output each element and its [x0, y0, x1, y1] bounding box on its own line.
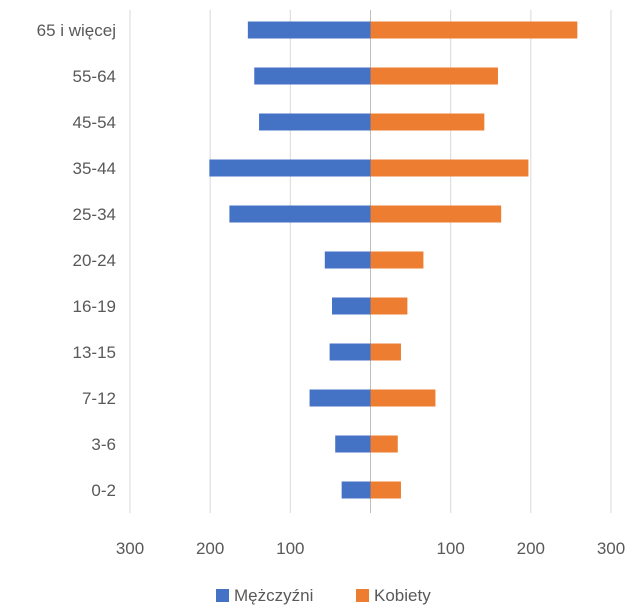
- category-label-0: 65 i więcej: [37, 21, 116, 40]
- category-label-8: 7-12: [82, 389, 116, 408]
- bar-men-2: [259, 113, 371, 131]
- category-label-2: 45-54: [73, 113, 116, 132]
- bar-women-0: [370, 21, 578, 39]
- bar-men-8: [309, 389, 371, 407]
- category-label-4: 25-34: [73, 205, 116, 224]
- bars: [209, 21, 578, 499]
- bar-women-5: [370, 251, 424, 269]
- bar-men-3: [209, 159, 371, 177]
- x-tick-label-2: 100: [276, 539, 304, 558]
- category-label-1: 55-64: [73, 67, 116, 86]
- bar-women-8: [370, 389, 436, 407]
- x-tick-label-0: 300: [116, 539, 144, 558]
- bar-men-7: [329, 343, 371, 361]
- gridlines: [129, 10, 612, 513]
- bar-women-1: [370, 67, 498, 85]
- bar-women-3: [370, 159, 529, 177]
- x-tick-label-5: 200: [517, 539, 545, 558]
- category-label-6: 16-19: [73, 297, 116, 316]
- bar-women-6: [370, 297, 408, 315]
- x-tick-label-4: 100: [436, 539, 464, 558]
- bar-men-9: [335, 435, 371, 453]
- category-label-10: 0-2: [91, 481, 116, 500]
- legend: Mężczyźni Kobiety: [216, 586, 431, 605]
- bar-men-10: [341, 481, 371, 499]
- category-label-3: 35-44: [73, 159, 116, 178]
- x-tick-labels: 300 200 100 100 200 300: [116, 539, 625, 558]
- x-tick-label-6: 300: [597, 539, 625, 558]
- legend-swatch-women: [356, 589, 369, 602]
- bar-women-7: [370, 343, 401, 361]
- category-label-9: 3-6: [91, 435, 116, 454]
- legend-swatch-men: [216, 589, 229, 602]
- bar-men-6: [332, 297, 371, 315]
- bar-men-0: [247, 21, 371, 39]
- category-label-7: 13-15: [73, 343, 116, 362]
- legend-label-women: Kobiety: [374, 586, 431, 605]
- bar-women-4: [370, 205, 502, 223]
- x-tick-label-1: 200: [196, 539, 224, 558]
- category-label-5: 20-24: [73, 251, 116, 270]
- category-labels: 65 i więcej 55-64 45-54 35-44 25-34 20-24 16-1…: [37, 21, 116, 500]
- bar-men-1: [254, 67, 371, 85]
- bar-women-10: [370, 481, 401, 499]
- bar-women-9: [370, 435, 398, 453]
- bar-women-2: [370, 113, 485, 131]
- bar-men-5: [324, 251, 371, 269]
- legend-label-men: Mężczyźni: [234, 586, 313, 605]
- bar-men-4: [229, 205, 371, 223]
